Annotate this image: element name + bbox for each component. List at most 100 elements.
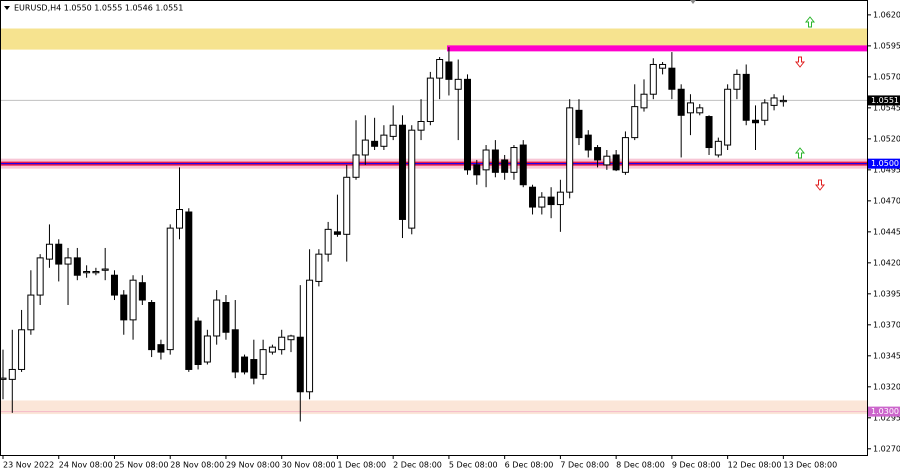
candle-body [464,78,471,171]
candle-body [779,99,787,103]
y-tick-label: 1.0320 [873,382,900,391]
candle-body [389,124,397,137]
candle-body [92,271,100,274]
candle-body [408,129,416,229]
candle-body [566,107,574,193]
candle-body [343,176,351,235]
candle-body [621,137,629,173]
candle-body [556,191,564,206]
x-tick-label: 13 Dec 08:00 [783,461,837,470]
y-tick-label: 1.0570 [873,72,900,81]
candle-body [250,359,258,379]
candle-body [510,147,518,173]
candle-body [83,271,91,274]
x-tick-label: 23 Nov 2022 [3,461,54,470]
candle-body [529,186,537,208]
candle-body [148,302,156,351]
y-tick-label: 1.0295 [873,413,900,422]
arrow-down [794,56,806,68]
candle-body [268,346,276,353]
candle-body [8,368,16,380]
candle-body [222,302,230,333]
zone [0,400,867,415]
candle-body [157,344,165,353]
candle-body [751,119,759,124]
x-tick-label: 24 Nov 08:00 [59,461,113,470]
candle-body [306,279,314,393]
x-tick-label: 6 Dec 08:00 [505,461,554,470]
candle-body [649,63,657,95]
candle-body [603,155,611,166]
candle-body [761,102,769,121]
candle-body [742,73,750,121]
candle-body [686,102,694,114]
y-tick-label: 1.0520 [873,134,900,143]
candle-body [454,78,462,90]
candle-body [287,335,295,341]
x-tick-label: 8 Dec 08:00 [616,461,665,470]
candle-body [724,88,732,146]
candle-body [501,159,509,173]
level-label-box [868,158,900,169]
candle-body [584,134,592,151]
candle-body [361,139,369,156]
candle-body [73,257,81,276]
candle-body [631,106,639,139]
candle-body [640,93,648,109]
y-tick-label: 1.0445 [873,227,900,236]
shift-marker [690,0,696,4]
candle-body [352,154,360,178]
candle-body [426,77,434,122]
x-tick-label: 2 Dec 08:00 [393,461,442,470]
zone [0,28,867,50]
x-tick-label: 12 Dec 08:00 [728,461,782,470]
candle-body [491,149,499,173]
candle-body [18,329,26,370]
candle-body [380,134,388,147]
levels [0,45,867,413]
header: EURUSD,H4 1.0550 1.0555 1.0546 1.0551 [14,4,183,13]
candle-body [677,88,685,116]
arrow-up [804,16,816,28]
candle-body [417,120,425,131]
candle-body [110,274,118,296]
y-tick-label: 1.0345 [873,351,900,360]
candle-body [27,294,35,331]
y-tick-label: 1.0270 [873,444,900,453]
candle-body [519,144,527,186]
level-label: 1.0551 [871,96,899,105]
candle-body [696,107,704,114]
candle-body [296,336,304,393]
arrow-up [794,147,806,159]
level-label-box [868,406,900,417]
x-tick-label: 29 Nov 08:00 [226,461,280,470]
candle-body [120,294,128,321]
axis: 1.0620 1.0595 1.0570 1.0545 1.0520 1.0495 1.04… [2,10,900,470]
x-tick-label: 25 Nov 08:00 [114,461,168,470]
candle-body [138,282,146,301]
candle-body [0,377,7,380]
candle-body [101,268,109,271]
candle-body [733,73,741,90]
arrow-down [814,179,826,191]
candle-body [185,211,193,370]
y-tick-label: 1.0470 [873,196,900,205]
candle-body [575,109,583,139]
level-label-box [868,95,900,106]
candle-body [45,243,53,260]
candle-body [445,61,453,80]
candle-body [473,164,481,176]
candle-body [194,320,202,365]
candle-body [333,231,341,235]
candle-body [594,147,602,161]
candle-body [315,253,323,282]
y-tick-label: 1.0620 [873,10,900,19]
candle-body [278,336,286,351]
candle-body [55,243,63,265]
candle-body [64,257,72,265]
candle-body [241,356,249,373]
y-tick-label: 1.0595 [873,41,900,50]
level-label: 1.0300 [871,407,899,416]
candle-body [770,97,778,106]
